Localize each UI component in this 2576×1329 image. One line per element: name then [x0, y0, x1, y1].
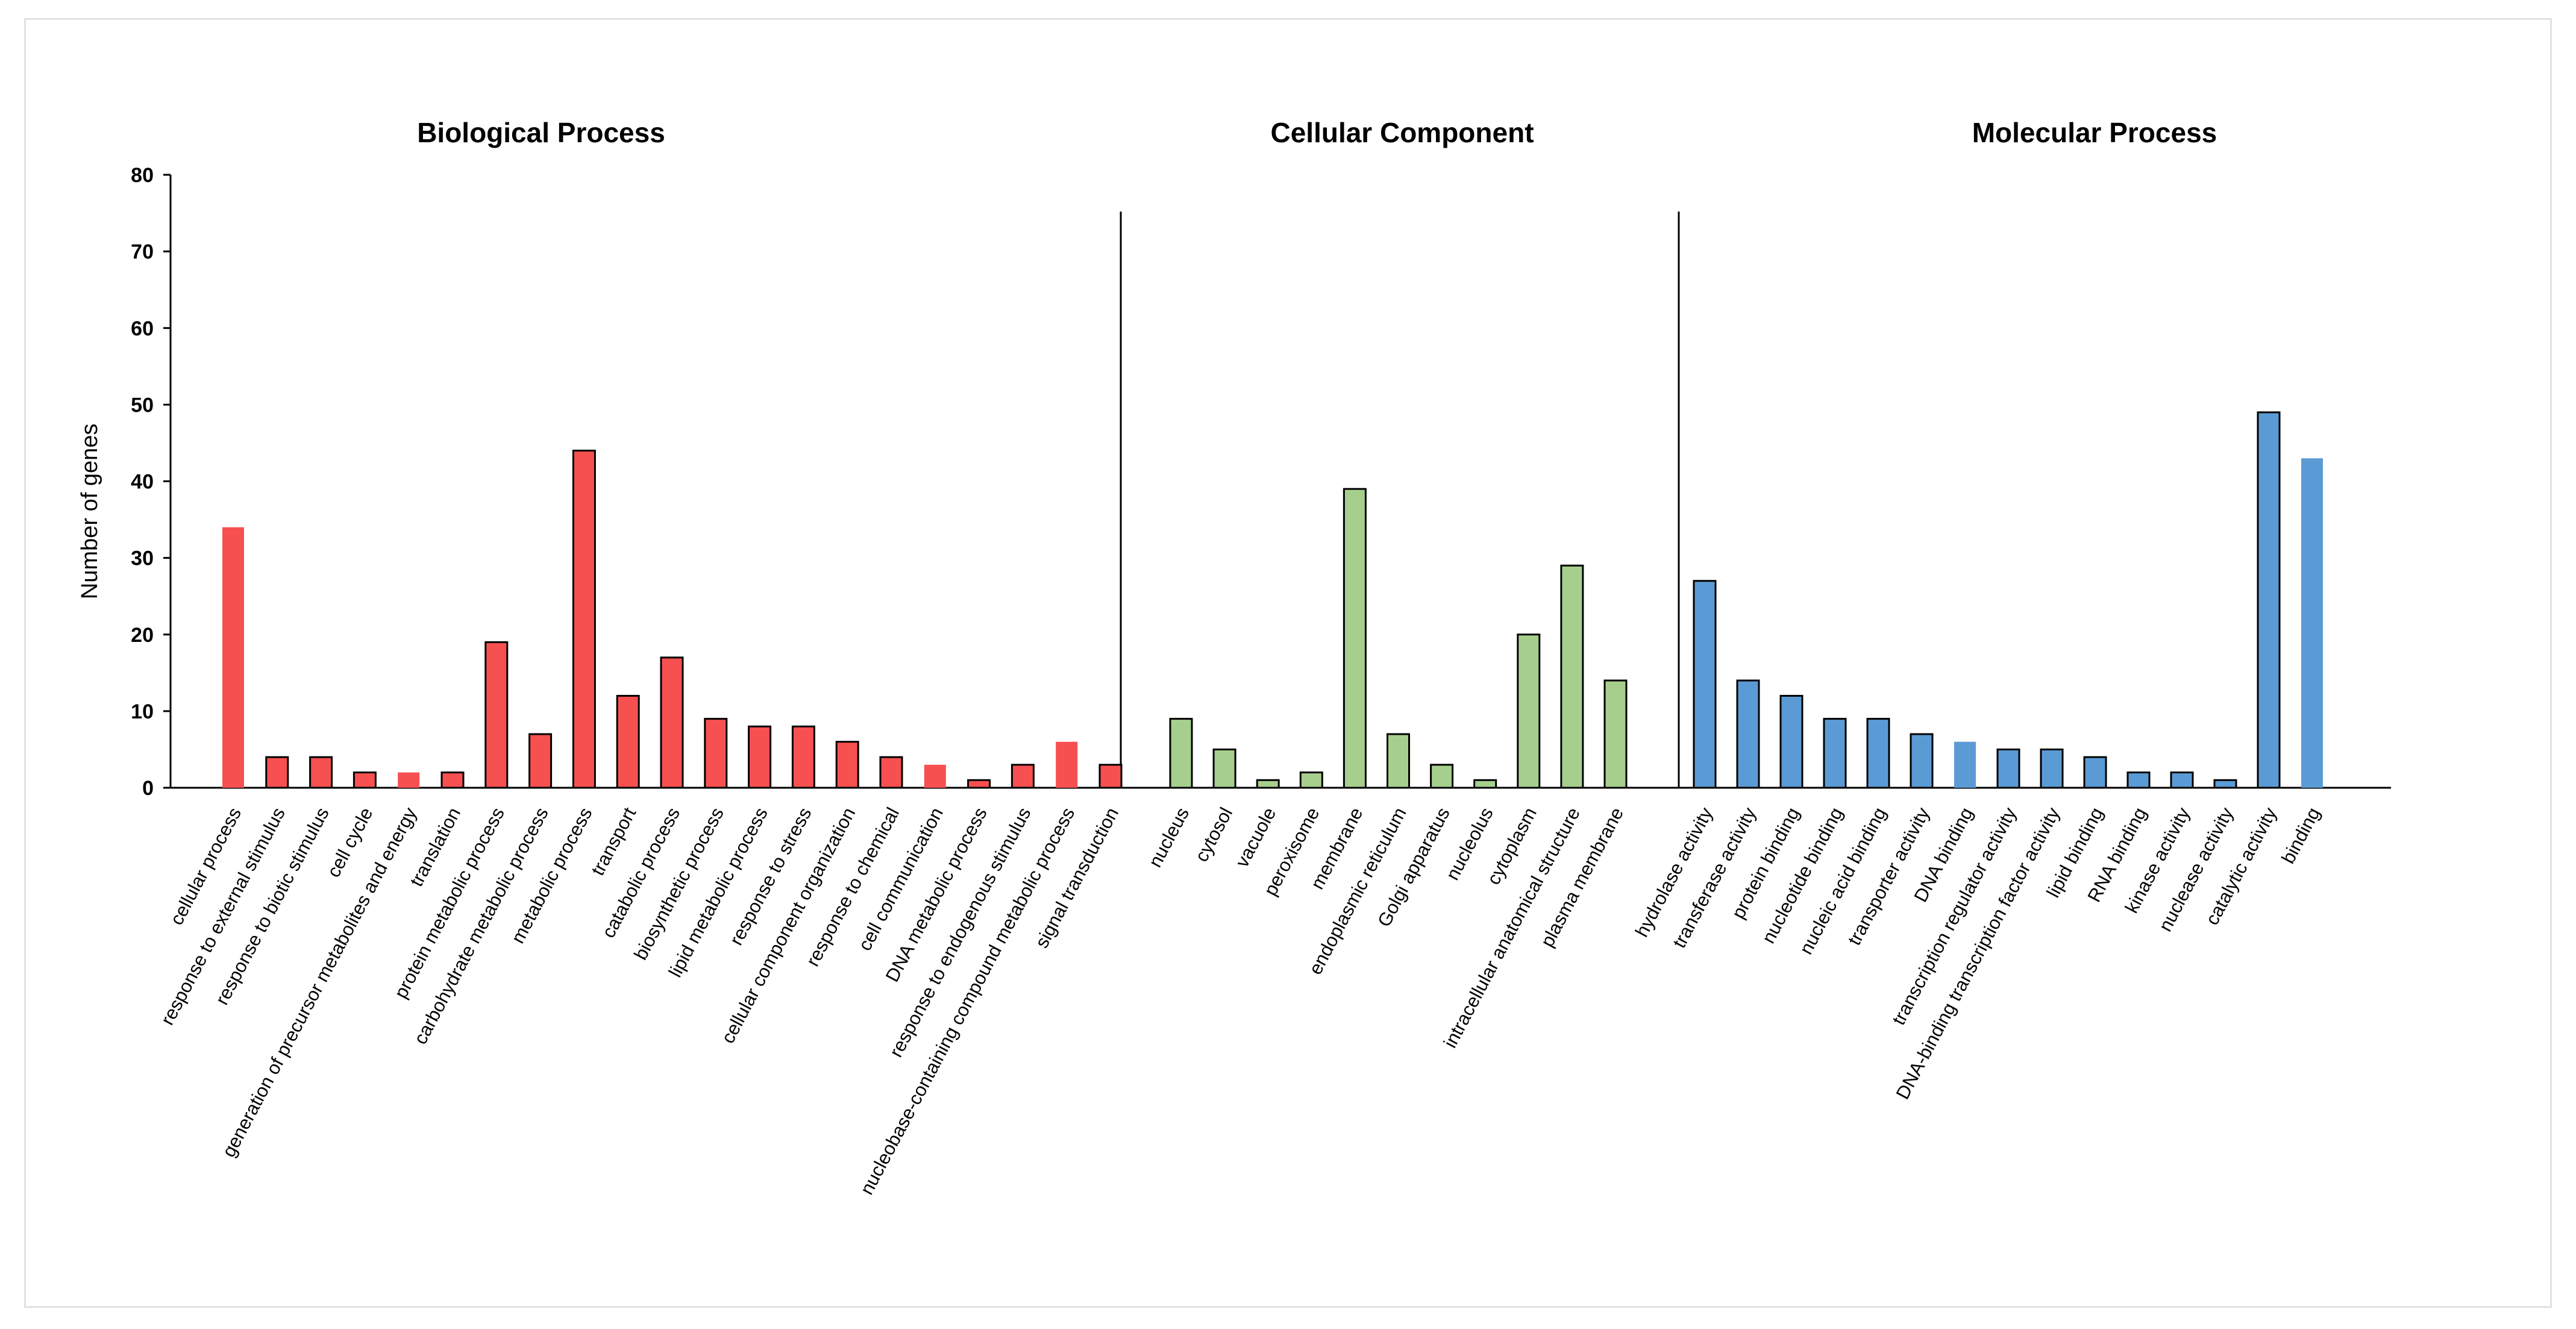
bar[interactable] [1866, 718, 1890, 789]
bar[interactable] [2170, 771, 2194, 789]
bar[interactable] [1996, 748, 2020, 789]
bar[interactable] [1473, 779, 1497, 789]
y-axis: 0 10 20 30 40 50 60 70 80 Number of genes [77, 164, 2391, 800]
category-label: binding [2277, 804, 2324, 867]
category-label: nucleobase-containing compound metabolic… [856, 804, 1079, 1198]
panel-title: Biological Process [417, 117, 665, 148]
bar[interactable] [967, 779, 991, 789]
bar[interactable] [353, 771, 377, 789]
y-tick-label: 10 [131, 700, 154, 723]
bar[interactable] [398, 772, 420, 788]
bar[interactable] [1387, 733, 1410, 789]
bar[interactable] [2083, 756, 2107, 789]
bar[interactable] [484, 641, 509, 789]
bar[interactable] [879, 756, 903, 789]
bar[interactable] [572, 450, 596, 789]
bar[interactable] [704, 718, 728, 789]
bar[interactable] [616, 694, 640, 789]
bar[interactable] [1056, 741, 1078, 788]
y-tick-label: 60 [131, 317, 154, 340]
bar[interactable] [222, 527, 244, 788]
bar[interactable] [1011, 764, 1035, 789]
bar[interactable] [2301, 458, 2323, 788]
panel-title: Cellular Component [1270, 117, 1534, 148]
y-tick-label: 0 [142, 777, 154, 800]
bar[interactable] [2257, 411, 2281, 789]
bar[interactable] [1098, 764, 1123, 789]
bar[interactable] [440, 771, 465, 789]
y-tick-label: 50 [131, 394, 154, 416]
category-label: vacuole [1231, 804, 1280, 871]
go-enrichment-bar-chart: 0 10 20 30 40 50 60 70 80 Number of genes cellula… [77, 117, 2391, 1198]
bar[interactable] [1779, 694, 1804, 789]
bar[interactable] [265, 756, 289, 789]
y-tick-label: 70 [131, 240, 154, 263]
bar[interactable] [1343, 488, 1367, 789]
category-label: metabolic process [507, 804, 596, 947]
bar[interactable] [924, 764, 946, 788]
bar[interactable] [835, 741, 859, 789]
bar[interactable] [791, 725, 815, 789]
bar[interactable] [2126, 771, 2151, 789]
bar[interactable] [2213, 779, 2237, 789]
category-label: nucleus [1144, 804, 1193, 871]
bar[interactable] [1603, 679, 1628, 789]
bar[interactable] [660, 656, 684, 789]
bar[interactable] [1910, 733, 1934, 789]
category-label: hydrolase activity [1631, 803, 1717, 940]
y-axis-title: Number of genes [77, 424, 102, 600]
bar[interactable] [1954, 741, 1976, 788]
bar[interactable] [309, 756, 333, 789]
bar-series [222, 411, 2323, 789]
bar[interactable] [2040, 748, 2064, 789]
bar[interactable] [1430, 764, 1454, 789]
bar[interactable] [528, 733, 553, 789]
bar[interactable] [1517, 633, 1541, 789]
y-tick-label: 40 [131, 471, 154, 494]
bar[interactable] [748, 725, 772, 789]
bar[interactable] [1256, 779, 1280, 789]
bar[interactable] [1169, 718, 1193, 789]
panel-titles: Biological Process Cellular Component Mole… [417, 117, 2217, 148]
bar[interactable] [1823, 718, 1847, 789]
panel-title: Molecular Process [1972, 117, 2217, 148]
bar[interactable] [1693, 580, 1717, 789]
bar[interactable] [1736, 679, 1760, 789]
chart-frame: 0 10 20 30 40 50 60 70 80 Number of genes cellula… [24, 18, 2552, 1308]
bar[interactable] [1212, 748, 1236, 789]
category-label: cytosol [1191, 804, 1236, 866]
bar[interactable] [1299, 771, 1323, 789]
y-tick-label: 20 [131, 624, 154, 647]
bar[interactable] [1560, 564, 1584, 789]
y-tick-label: 80 [131, 164, 154, 187]
y-tick-label: 30 [131, 547, 154, 570]
